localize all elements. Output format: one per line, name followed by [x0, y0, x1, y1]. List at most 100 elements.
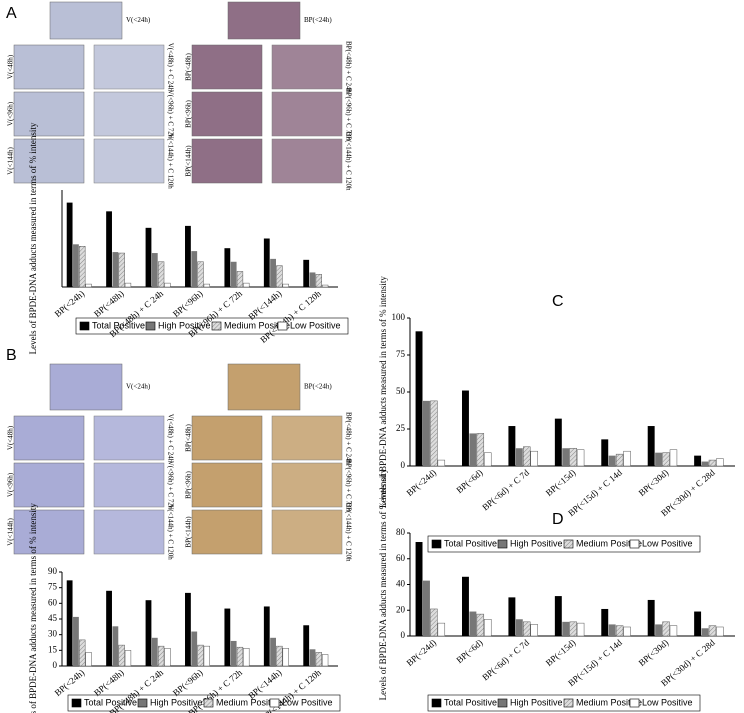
image-label: V(<48h)	[7, 54, 15, 79]
legend-swatch	[203, 698, 214, 708]
image-label: BP(<48h)	[185, 52, 193, 80]
bar	[151, 637, 158, 666]
x-tick-label: BP(<24d)	[404, 637, 438, 668]
x-tick-label: BP(<6d) + C 7d	[480, 467, 531, 512]
micrograph	[49, 1, 123, 40]
y-tick-label: 75	[396, 349, 406, 359]
bar	[276, 645, 283, 667]
bar	[437, 459, 446, 467]
image-label: BP(<48h)	[185, 423, 193, 451]
bar	[230, 640, 237, 666]
bar	[270, 258, 276, 287]
legend-label: Medium Positive	[216, 697, 282, 707]
bar	[669, 449, 678, 467]
bar	[469, 611, 477, 636]
x-tick-label: BP(<96h)	[171, 667, 205, 698]
legend-label: Medium Positive	[576, 697, 642, 707]
bar	[523, 621, 531, 637]
legend-label: Low Positive	[282, 697, 333, 707]
x-tick-label: BP(<15d)	[544, 467, 578, 498]
image-label: BP(<48h) + C 24h	[344, 41, 352, 94]
bar	[315, 274, 322, 288]
micrograph	[93, 44, 165, 90]
image-label: V(<96h)	[7, 472, 15, 497]
bar	[694, 455, 702, 466]
bar	[601, 439, 609, 466]
bar	[243, 282, 250, 288]
bar	[508, 597, 516, 636]
bar	[157, 645, 165, 667]
x-tick-label: BP(<24d)	[404, 467, 438, 498]
image-label: BP(<48h) + C 24h	[344, 412, 352, 465]
legend	[67, 694, 341, 712]
bar	[124, 650, 132, 667]
bar	[576, 449, 585, 467]
micrograph	[271, 509, 343, 555]
legend-label: Low Positive	[290, 320, 341, 330]
bar	[415, 542, 423, 636]
legend-swatch	[497, 698, 508, 708]
legend-label: Medium Positive	[224, 320, 290, 330]
y-tick-label: 40	[396, 579, 406, 589]
micrograph	[191, 415, 263, 461]
legend-swatch	[277, 321, 288, 331]
image-label: V(<144h) + C 120h	[166, 504, 174, 560]
bar	[79, 639, 86, 667]
legend-label: Low Positive	[642, 697, 693, 707]
legend-swatch	[563, 539, 574, 549]
micrograph	[13, 138, 85, 184]
image-label: BP(<96h)	[185, 99, 193, 127]
bar	[236, 646, 244, 667]
x-tick-label: BP(<48h)	[92, 667, 126, 698]
bar	[321, 654, 329, 667]
micrograph	[13, 509, 85, 555]
bar	[73, 616, 79, 666]
micrograph	[93, 462, 165, 508]
micrograph	[191, 462, 263, 508]
legend-swatch	[145, 321, 156, 331]
y-tick-label: 60	[48, 597, 58, 607]
bar	[282, 647, 289, 667]
bar	[321, 284, 329, 288]
bar	[263, 238, 270, 287]
image-label: BP(<24h)	[304, 383, 332, 391]
micrograph	[271, 462, 343, 508]
legend	[427, 694, 701, 712]
bar	[315, 652, 322, 667]
x-tick-label: BP(<15d)	[544, 637, 578, 668]
bar	[701, 461, 709, 466]
image-label: BP(<96h) + C 72h	[344, 88, 352, 141]
panel-label: D	[552, 511, 564, 528]
bar	[608, 455, 616, 466]
y-tick-label: 60	[396, 553, 406, 563]
image-label: V(<48h) + C 24h	[166, 414, 174, 463]
y-tick-label: 100	[392, 312, 406, 322]
x-tick-label: BP(<24h)	[53, 667, 87, 698]
x-tick-label: BP(<6d)	[454, 637, 484, 665]
bar	[701, 628, 709, 636]
image-label: V(<48h)	[7, 425, 15, 450]
bar	[608, 624, 616, 636]
bar	[185, 225, 191, 287]
bar	[145, 600, 152, 666]
bar	[708, 625, 717, 637]
bar	[515, 448, 523, 466]
image-label: V(<48h) + C 24h	[166, 43, 174, 92]
micrograph	[49, 363, 123, 411]
y-tick-label: 25	[396, 423, 406, 433]
legend-swatch	[629, 539, 640, 549]
bar	[415, 331, 423, 466]
y-tick-label: 80	[396, 527, 406, 537]
bar	[462, 390, 469, 466]
image-label: V(<24h)	[126, 16, 151, 24]
image-label: V(<96h) + C 72h	[166, 461, 174, 510]
image-label: BP(<144h)	[185, 516, 193, 548]
legend-swatch	[629, 698, 640, 708]
bar	[554, 418, 562, 466]
legend-swatch	[563, 698, 574, 708]
bar	[530, 624, 538, 637]
bar	[164, 647, 171, 667]
bar	[515, 619, 523, 636]
bar	[112, 626, 119, 666]
x-tick-label: BP(<30d)	[637, 467, 671, 498]
